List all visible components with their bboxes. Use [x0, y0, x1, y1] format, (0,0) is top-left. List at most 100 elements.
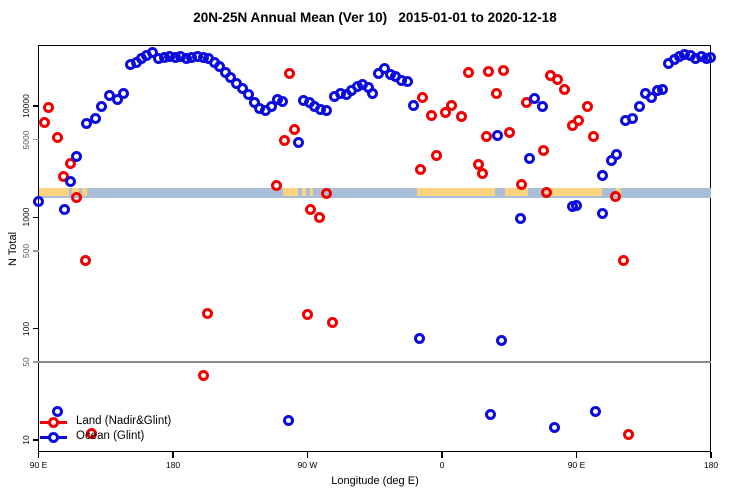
- y-tick-label: 100: [21, 321, 31, 336]
- data-point-land: [270, 180, 282, 192]
- surface-band-land-segment: [309, 187, 313, 197]
- legend-ocean-label: Ocean (Glint): [76, 429, 145, 442]
- data-point-land: [85, 428, 97, 440]
- data-point-ocean: [528, 92, 540, 104]
- data-point-ocean: [645, 91, 657, 103]
- y-tick-label: 5000: [21, 130, 31, 150]
- surface-band-land-segment: [545, 187, 603, 197]
- surface-band-land-segment: [38, 187, 70, 197]
- x-tick-label: 180: [165, 460, 181, 470]
- data-point-land: [42, 102, 54, 114]
- data-point-ocean: [214, 60, 226, 72]
- data-point-land: [497, 65, 509, 77]
- chart-title: 20N-25N Annual Mean (Ver 10) 2015-01-01 …: [193, 10, 557, 25]
- data-point-ocean: [536, 101, 548, 113]
- data-point-ocean: [379, 62, 391, 74]
- data-point-ocean: [236, 82, 248, 94]
- data-point-land: [283, 67, 295, 79]
- x-tick: [37, 452, 40, 458]
- data-point-land: [425, 110, 437, 122]
- x-tick: [575, 452, 578, 458]
- x-tick: [172, 452, 174, 458]
- data-point-land: [573, 115, 585, 127]
- x-tick-label: 90 W: [297, 460, 318, 470]
- data-point-ocean: [320, 105, 332, 117]
- data-point-land: [623, 429, 635, 441]
- data-point-ocean: [495, 335, 507, 347]
- surface-band-land-segment: [417, 187, 496, 197]
- surface-band-land-segment: [505, 187, 529, 197]
- data-point-land: [201, 307, 213, 319]
- x-tick-label: 180: [703, 460, 719, 470]
- data-point-land: [416, 92, 428, 104]
- data-point-ocean: [413, 332, 425, 344]
- data-point-ocean: [523, 153, 535, 165]
- data-point-ocean: [51, 406, 63, 418]
- surface-band-land-segment: [81, 187, 88, 197]
- data-point-ocean: [243, 89, 255, 101]
- data-point-land: [289, 123, 301, 135]
- data-point-ocean: [111, 94, 123, 106]
- data-point-ocean: [492, 130, 504, 142]
- data-point-land: [537, 144, 549, 156]
- y-tick: [33, 439, 39, 441]
- data-point-land: [279, 135, 291, 147]
- data-point-land: [320, 187, 332, 199]
- legend-land-label: Land (Nadir&Glint): [76, 414, 172, 427]
- y-tick-label: 500: [21, 243, 31, 258]
- y-tick-label: 1000: [21, 207, 31, 227]
- data-point-land: [446, 100, 458, 112]
- data-point-ocean: [596, 169, 608, 181]
- data-point-ocean: [65, 176, 77, 188]
- data-point-ocean: [657, 84, 669, 96]
- y-tick: [33, 105, 39, 107]
- y-tick: [33, 327, 39, 330]
- data-point-land: [558, 83, 570, 95]
- data-point-land: [70, 191, 82, 203]
- plot-area-border: [38, 45, 711, 452]
- y-tick: [33, 138, 39, 141]
- y-tick-label: 10000: [21, 94, 31, 118]
- data-point-ocean: [704, 51, 716, 63]
- y-axis-title: N Total: [7, 231, 19, 267]
- legend-item-land: Land (Nadir&Glint): [40, 415, 240, 429]
- surface-band-land-segment: [282, 187, 299, 197]
- data-point-land: [462, 66, 474, 78]
- surface-band-land-segment: [302, 187, 306, 197]
- data-point-ocean: [548, 421, 560, 433]
- x-tick: [710, 452, 712, 458]
- data-point-land: [38, 116, 50, 128]
- y-tick-label: 10: [21, 435, 31, 445]
- data-point-land: [304, 204, 316, 216]
- data-point-land: [541, 186, 553, 198]
- reference-line-50: [38, 361, 711, 363]
- data-point-ocean: [277, 96, 289, 108]
- data-point-ocean: [118, 87, 130, 99]
- data-point-ocean: [292, 136, 304, 148]
- data-point-ocean: [32, 195, 44, 207]
- data-point-land: [588, 131, 600, 143]
- x-tick-label: 0: [439, 460, 445, 470]
- x-axis-title: Longitude (deg E): [331, 475, 419, 487]
- data-point-land: [51, 132, 63, 144]
- y-tick: [33, 216, 39, 219]
- surface-band-ocean: [38, 187, 711, 198]
- data-point-land: [439, 106, 451, 118]
- data-point-land: [301, 309, 313, 321]
- data-point-ocean: [401, 75, 413, 87]
- x-tick: [306, 452, 309, 458]
- data-point-land: [503, 127, 515, 139]
- data-point-land: [197, 369, 209, 381]
- data-point-land: [610, 191, 621, 203]
- legend-item-ocean: Ocean (Glint): [40, 430, 240, 444]
- data-point-ocean: [571, 199, 583, 211]
- x-tick: [441, 452, 443, 458]
- data-point-land: [430, 149, 442, 161]
- data-point-land: [414, 164, 426, 176]
- data-point-ocean: [589, 406, 601, 418]
- data-point-land: [515, 179, 527, 191]
- data-point-ocean: [485, 408, 497, 420]
- data-point-ocean: [225, 71, 237, 83]
- data-point-ocean: [95, 100, 107, 112]
